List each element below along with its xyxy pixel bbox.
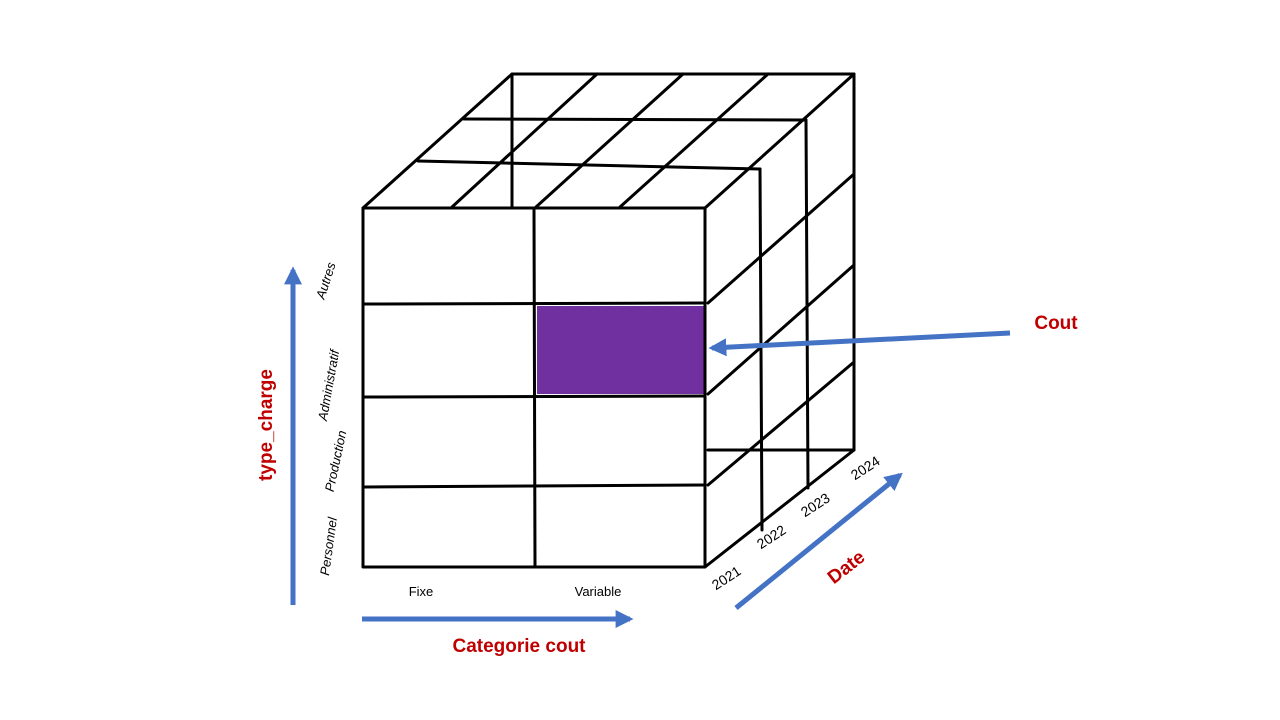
cube-front-face — [361, 206, 707, 569]
highlighted-cell — [537, 306, 704, 394]
row-label-personnel: Personnel — [317, 515, 340, 576]
cube-right-face — [703, 72, 856, 569]
depth-axis-arrow — [734, 472, 903, 610]
row-label-administratif: Administratif — [315, 347, 343, 422]
cube-top-face — [361, 72, 856, 210]
year-label-2023: 2023 — [798, 490, 833, 520]
vertical-axis-title: type_charge — [256, 369, 277, 481]
horizontal-axis-title: Categorie cout — [452, 636, 586, 657]
row-label-autres: Autres — [312, 260, 338, 302]
column-label-fixe: Fixe — [409, 584, 434, 599]
depth-axis-title: Date — [824, 547, 869, 589]
year-label-2024: 2024 — [848, 453, 883, 483]
row-label-production: Production — [322, 429, 350, 493]
measure-label: Cout — [1034, 313, 1078, 334]
year-label-2021: 2021 — [709, 563, 744, 593]
column-label-variable: Variable — [575, 584, 622, 599]
measure-arrow — [708, 330, 1011, 357]
